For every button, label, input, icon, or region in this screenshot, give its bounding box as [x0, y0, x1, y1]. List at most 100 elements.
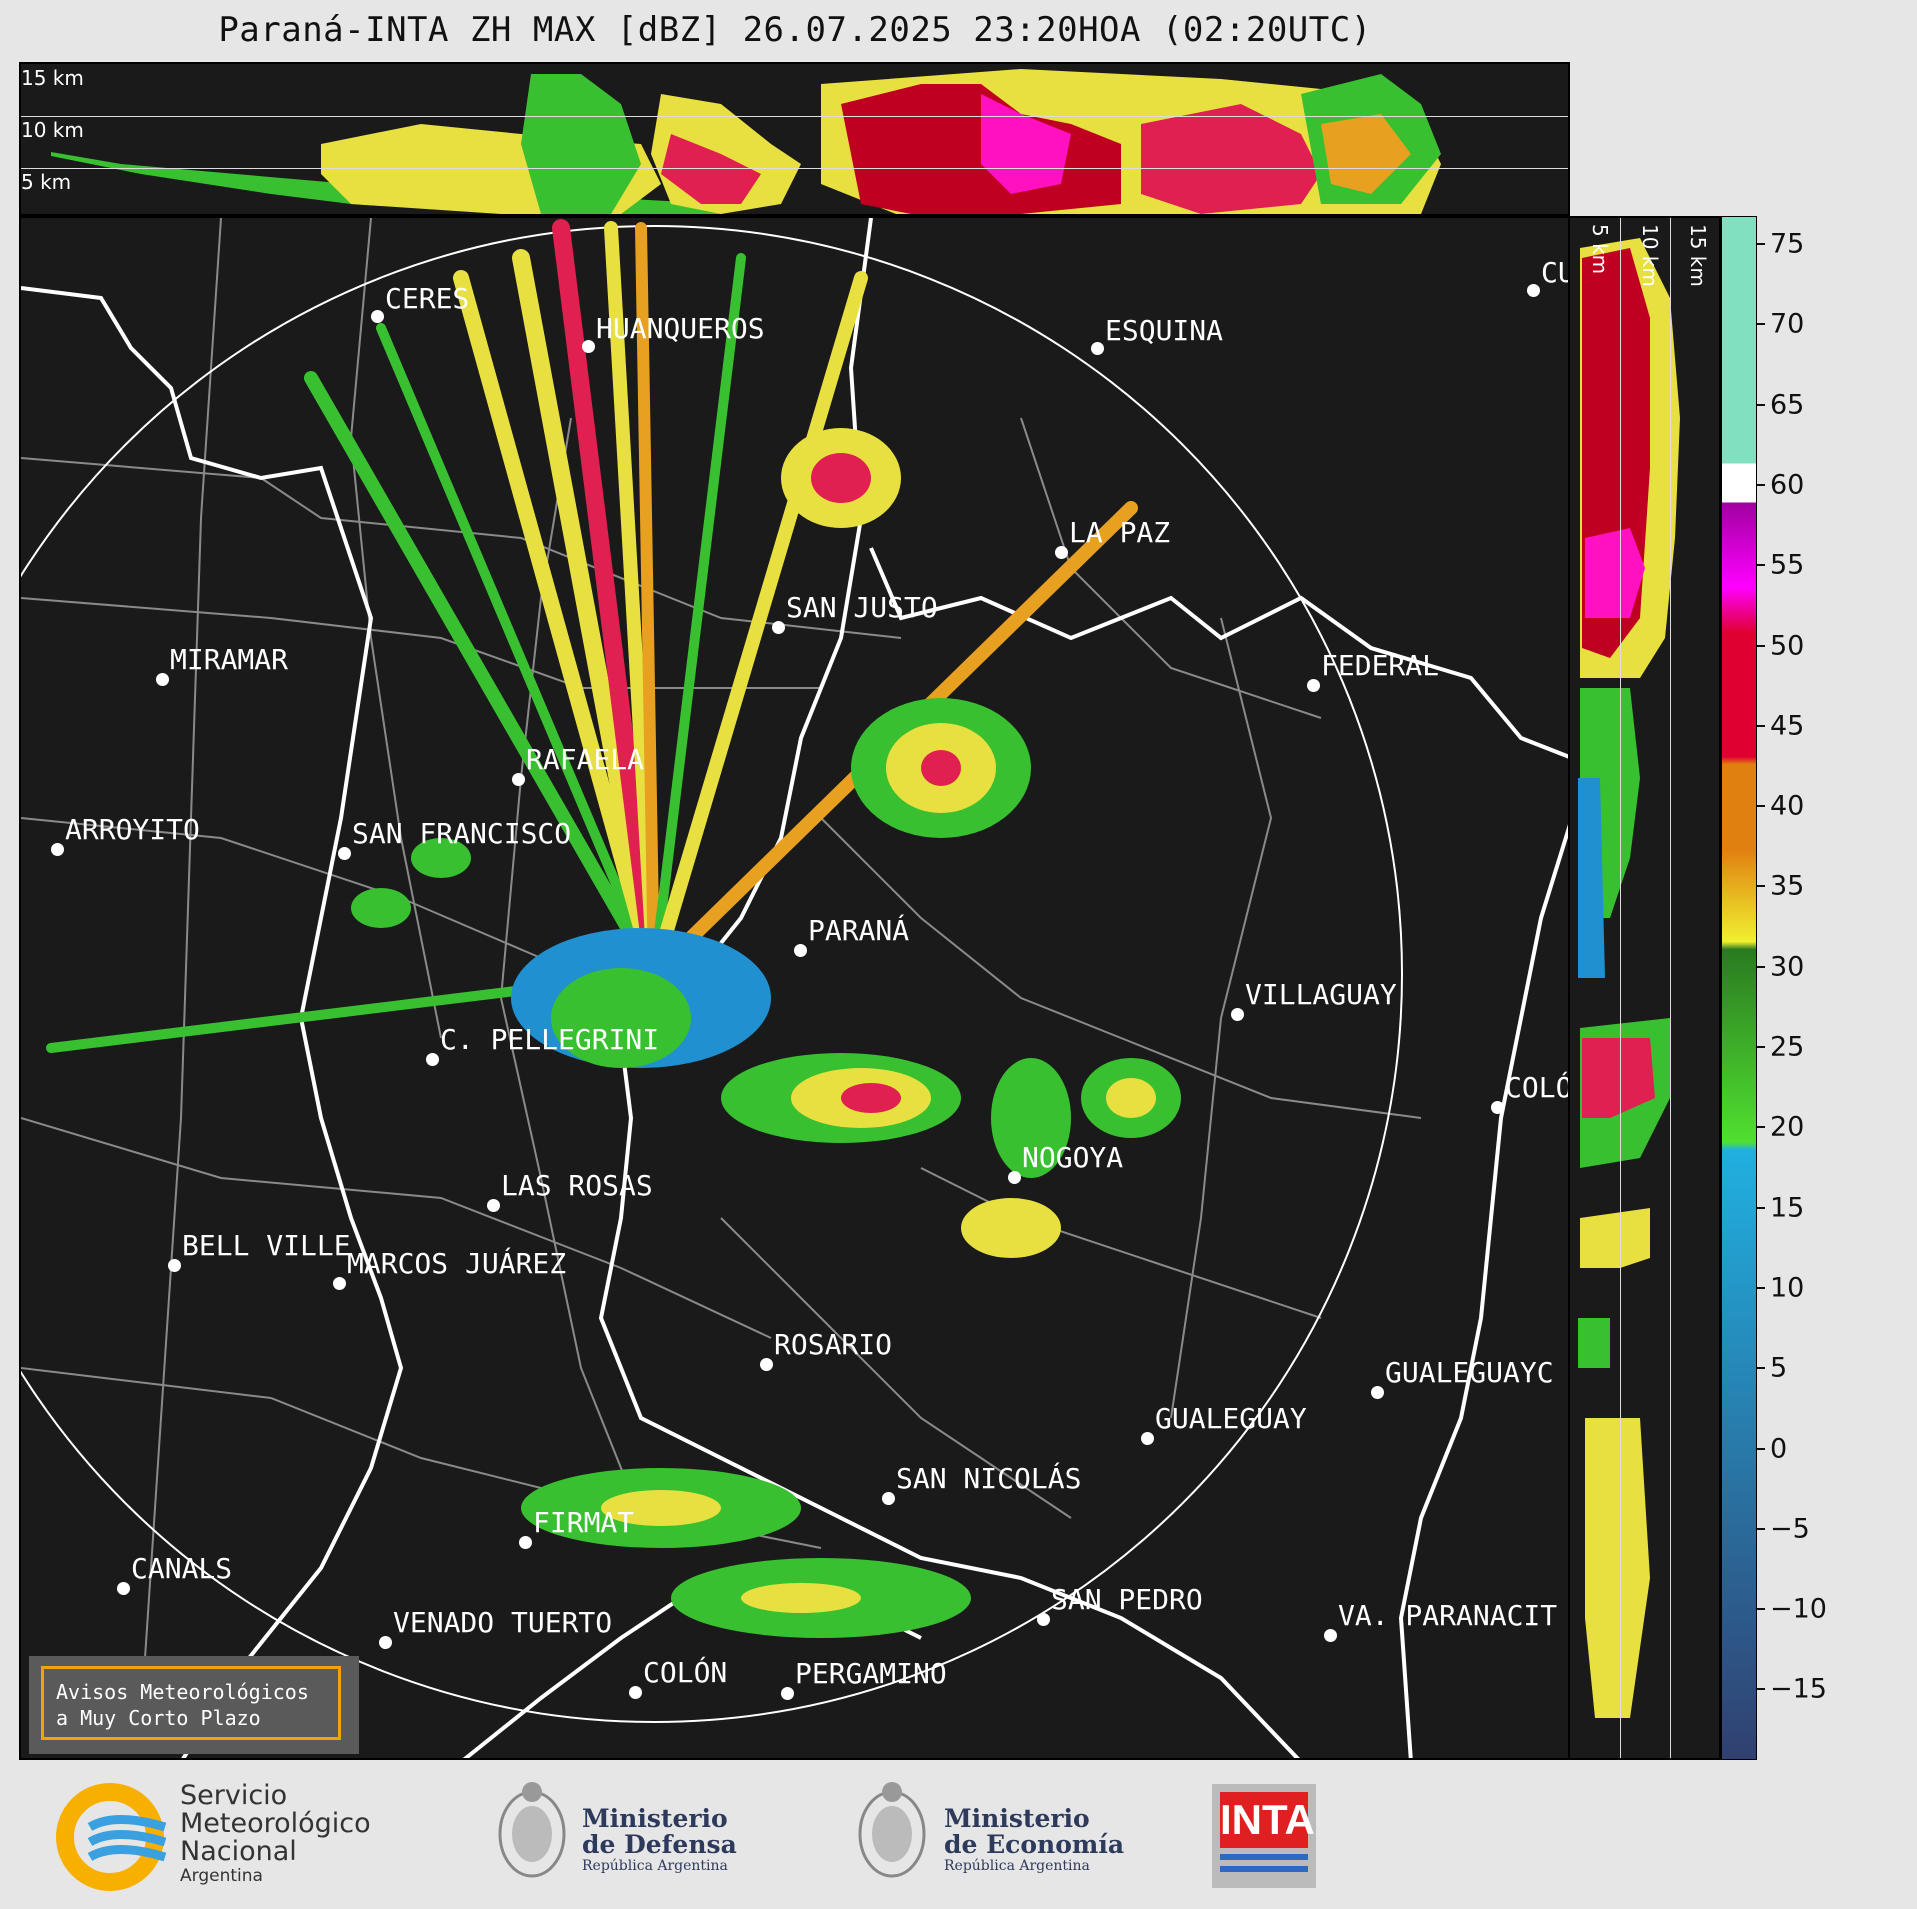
very-short-range-warnings-box[interactable]: Avisos Meteorológicos a Muy Corto Plazo [29, 1656, 359, 1754]
side-height-line-15km [1670, 218, 1671, 1758]
colorbar-tick-label: −15 [1770, 1673, 1827, 1705]
city-label: RAFAELA [526, 743, 645, 776]
city-marker [582, 340, 595, 353]
city-label: CU [1541, 256, 1568, 289]
city-label: COLÓN [643, 1656, 728, 1689]
height-label-5km: 5 km [21, 170, 72, 194]
defensa-coat-of-arms-icon [498, 1782, 566, 1878]
radar-map: CERES HUANQUEROS ESQUINA CU LA PAZ SAN JUSTO F… [19, 216, 1570, 1760]
colorbar-tick [1757, 724, 1765, 727]
colorbar-tick [1757, 403, 1765, 406]
smn-line2: Meteorológico [180, 1808, 371, 1839]
economia-line3: República Argentina [944, 1858, 1090, 1874]
side-height-label-5km: 5 km [1588, 224, 1612, 275]
economia-line2: de Economía [944, 1830, 1125, 1859]
smn-line1: Servicio [180, 1780, 288, 1811]
province-borders [21, 218, 1568, 1758]
city-label: FIRMAT [533, 1506, 635, 1539]
city-label: SAN PEDRO [1051, 1583, 1203, 1616]
colorbar-tick [1757, 483, 1765, 486]
side-height-label-10km: 10 km [1638, 224, 1662, 287]
city-label: BELL VILLE [182, 1229, 351, 1262]
city-marker [1141, 1432, 1154, 1445]
city-label: NOGOYA [1022, 1141, 1124, 1174]
city-marker [512, 773, 525, 786]
colorbar-tick-label: 10 [1770, 1272, 1805, 1304]
city-marker [371, 310, 384, 323]
city-marker [781, 1687, 794, 1700]
city-label: GUALEGUAYC [1385, 1356, 1554, 1389]
colorbar-tick [1757, 1286, 1765, 1289]
colorbar-tick-label: 60 [1770, 469, 1805, 501]
city-marker [168, 1259, 181, 1272]
warning-box-line2: a Muy Corto Plazo [56, 1706, 261, 1730]
city-label: ESQUINA [1105, 314, 1224, 347]
city-label: GUALEGUAY [1155, 1402, 1307, 1435]
city-marker [1055, 546, 1068, 559]
colorbar-tick-label: 35 [1770, 870, 1805, 902]
height-line-5km [21, 168, 1568, 169]
city-marker [772, 621, 785, 634]
city-label: VENADO TUERTO [393, 1606, 613, 1639]
colorbar-tick [1757, 1447, 1765, 1450]
city-label: PARANÁ [808, 914, 910, 947]
colorbar-tick-label: 70 [1770, 308, 1805, 340]
city-label: SAN NICOLÁS [896, 1462, 1082, 1495]
colorbar-tick [1757, 1126, 1765, 1129]
city-label: CANALS [131, 1552, 233, 1585]
economia-coat-of-arms-icon [858, 1782, 926, 1878]
smn-line4: Argentina [180, 1866, 263, 1886]
smn-line3: Nacional [180, 1836, 297, 1867]
city-label: LA PAZ [1069, 516, 1171, 549]
city-label: SAN JUSTO [786, 591, 938, 624]
city-label: ROSARIO [774, 1328, 893, 1361]
colorbar-tick [1757, 1527, 1765, 1530]
colorbar-tick-label: 30 [1770, 951, 1805, 983]
colorbar-tick-label: 75 [1770, 228, 1805, 260]
side-height-label-15km: 15 km [1686, 224, 1710, 287]
city-marker [338, 847, 351, 860]
side-height-profile-panel: 5 km 10 km 15 km [1570, 216, 1721, 1760]
city-label: FEDERAL [1321, 649, 1440, 682]
map-title: Paraná-INTA ZH MAX [dBZ] 26.07.2025 23:2… [218, 10, 1372, 50]
smn-logo-icon [56, 1783, 167, 1891]
colorbar-tick-label: 40 [1770, 790, 1805, 822]
city-marker [1491, 1101, 1504, 1114]
height-label-10km: 10 km [21, 118, 84, 142]
radar-map-layer [21, 218, 1568, 1758]
city-marker [760, 1358, 773, 1371]
colorbar-tick-label: 5 [1770, 1352, 1788, 1384]
city-marker [794, 944, 807, 957]
colorbar-tick-label: 50 [1770, 630, 1805, 661]
colorbar-tick-label: 15 [1770, 1192, 1805, 1224]
city-label: PERGAMINO [795, 1657, 947, 1690]
city-label: CERES [385, 282, 470, 315]
colorbar-tick-label: 20 [1770, 1111, 1805, 1143]
city-marker [1091, 342, 1104, 355]
colorbar-tick [1757, 1046, 1765, 1048]
city-label: MIRAMAR [170, 643, 289, 676]
city-marker [882, 1492, 895, 1505]
city-marker [333, 1277, 346, 1290]
top-profile-echoes [51, 69, 1441, 214]
height-line-10km [21, 116, 1568, 117]
colorbar-tick-label: 55 [1770, 549, 1805, 581]
colorbar-tick [1757, 885, 1765, 888]
city-label: ARROYITO [65, 813, 200, 846]
colorbar-tick-label: 0 [1770, 1433, 1788, 1464]
economia-logo-text: Ministerio de Economía República Argenti… [944, 1804, 1125, 1875]
dbz-colorbar [1721, 216, 1757, 1760]
economia-line1: Ministerio [944, 1804, 1090, 1833]
city-label: SAN FRANCISCO [352, 817, 572, 850]
colorbar-tick [1757, 564, 1765, 567]
city-marker [1527, 284, 1540, 297]
footer-logos: Servicio Meteorológico Nacional Argentin… [0, 1760, 1917, 1909]
colorbar-tick-label: 25 [1770, 1031, 1805, 1063]
range-ring [21, 225, 1403, 1723]
city-marker [1307, 679, 1320, 692]
defensa-line1: Ministerio [582, 1804, 728, 1833]
city-marker [117, 1582, 130, 1595]
city-marker [1324, 1629, 1337, 1642]
defensa-line3: República Argentina [582, 1858, 728, 1874]
defensa-logo-text: Ministerio de Defensa República Argentin… [582, 1804, 737, 1875]
